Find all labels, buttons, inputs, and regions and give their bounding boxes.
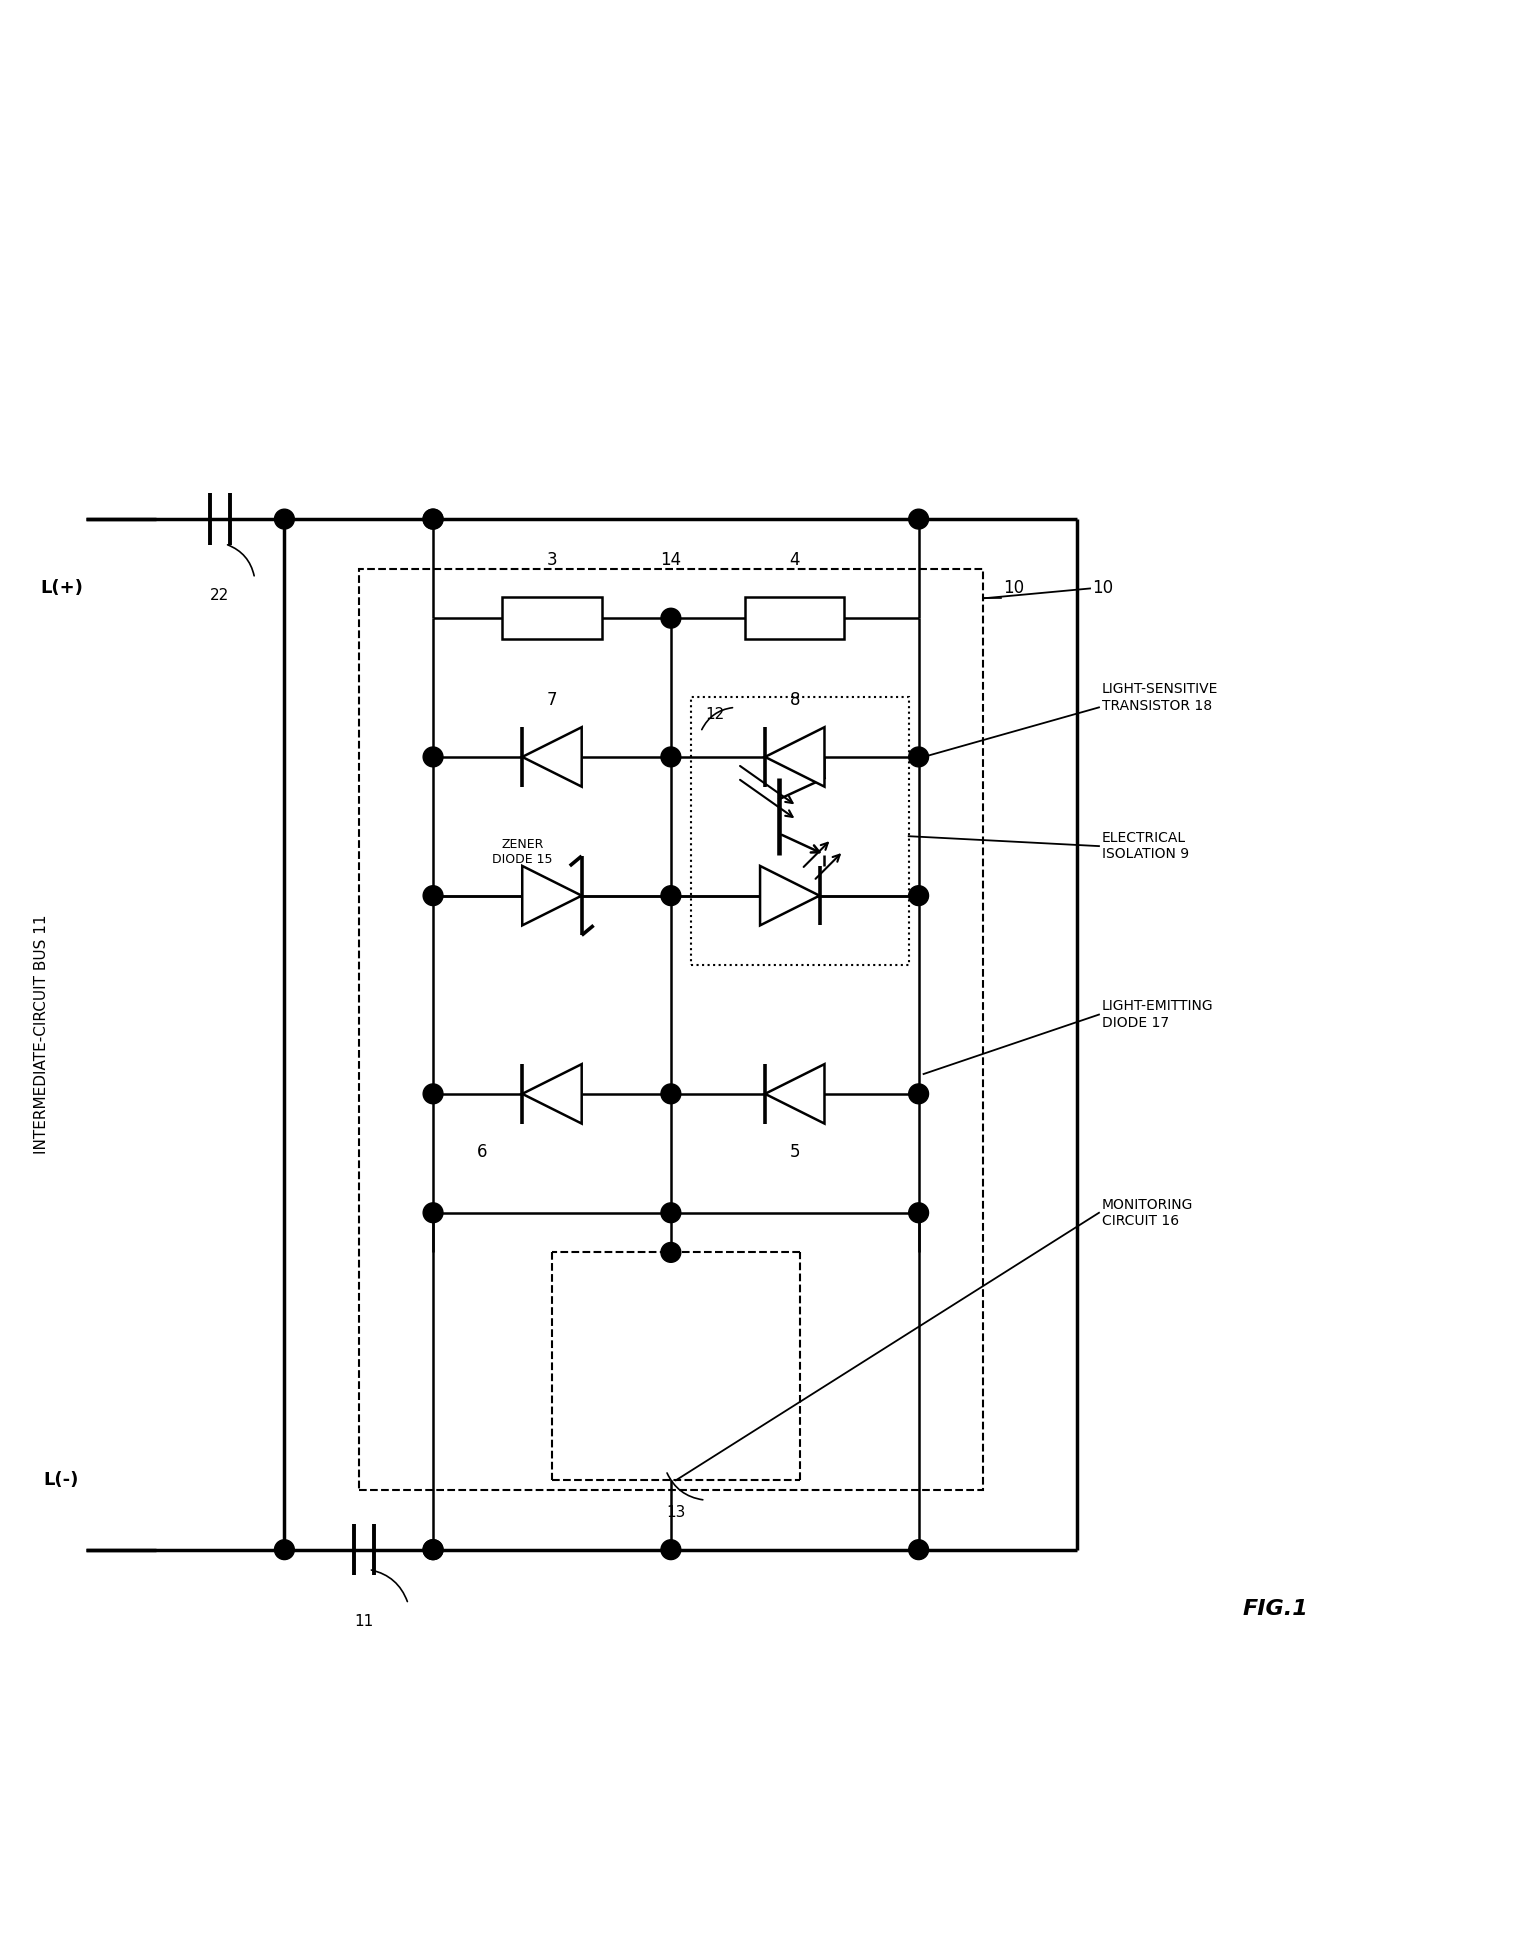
Circle shape xyxy=(275,1540,295,1560)
Polygon shape xyxy=(522,867,582,925)
Polygon shape xyxy=(764,728,824,788)
Circle shape xyxy=(909,509,929,528)
Circle shape xyxy=(662,608,682,629)
Circle shape xyxy=(662,1242,682,1262)
Polygon shape xyxy=(760,867,820,925)
Circle shape xyxy=(909,1084,929,1103)
Text: 14: 14 xyxy=(660,551,682,569)
Text: 13: 13 xyxy=(666,1505,686,1521)
Circle shape xyxy=(275,509,295,528)
Text: 12: 12 xyxy=(706,708,725,722)
Circle shape xyxy=(424,1204,444,1223)
Circle shape xyxy=(424,1084,444,1103)
Text: MONITORING
CIRCUIT 16: MONITORING CIRCUIT 16 xyxy=(1102,1198,1193,1229)
Text: 8: 8 xyxy=(789,691,800,710)
Text: 6: 6 xyxy=(477,1144,488,1161)
Circle shape xyxy=(909,886,929,906)
Text: LIGHT-EMITTING
DIODE 17: LIGHT-EMITTING DIODE 17 xyxy=(1102,1000,1214,1029)
Circle shape xyxy=(662,1204,682,1223)
Text: ELECTRICAL
ISOLATION 9: ELECTRICAL ISOLATION 9 xyxy=(1102,830,1190,861)
Bar xyxy=(744,598,844,639)
Circle shape xyxy=(424,1540,444,1560)
Circle shape xyxy=(909,1540,929,1560)
Text: INTERMEDIATE-CIRCUIT BUS 11: INTERMEDIATE-CIRCUIT BUS 11 xyxy=(34,915,49,1153)
Circle shape xyxy=(909,1204,929,1223)
Text: 7: 7 xyxy=(546,691,557,710)
Text: L(-): L(-) xyxy=(45,1471,80,1490)
Polygon shape xyxy=(764,1064,824,1124)
Text: 10: 10 xyxy=(1002,579,1024,598)
Text: ZENER
DIODE 15: ZENER DIODE 15 xyxy=(493,838,553,867)
Polygon shape xyxy=(522,1064,582,1124)
Text: 22: 22 xyxy=(210,588,230,604)
Bar xyxy=(502,598,602,639)
Polygon shape xyxy=(522,728,582,788)
Text: L(+): L(+) xyxy=(40,579,83,598)
Text: 5: 5 xyxy=(789,1144,800,1161)
Text: 4: 4 xyxy=(789,551,800,569)
Text: LIGHT-SENSITIVE
TRANSISTOR 18: LIGHT-SENSITIVE TRANSISTOR 18 xyxy=(1102,683,1219,712)
Circle shape xyxy=(424,747,444,766)
Circle shape xyxy=(662,747,682,766)
Circle shape xyxy=(662,1540,682,1560)
Text: 10: 10 xyxy=(1091,579,1113,598)
Text: FIG.1: FIG.1 xyxy=(1242,1598,1308,1620)
Circle shape xyxy=(424,1540,444,1560)
Circle shape xyxy=(424,509,444,528)
Text: 11: 11 xyxy=(355,1614,373,1629)
Circle shape xyxy=(662,886,682,906)
Circle shape xyxy=(909,747,929,766)
Bar xyxy=(359,569,982,1490)
Text: 3: 3 xyxy=(546,551,557,569)
Circle shape xyxy=(424,509,444,528)
Bar xyxy=(691,697,909,966)
Circle shape xyxy=(662,1084,682,1103)
Circle shape xyxy=(424,886,444,906)
